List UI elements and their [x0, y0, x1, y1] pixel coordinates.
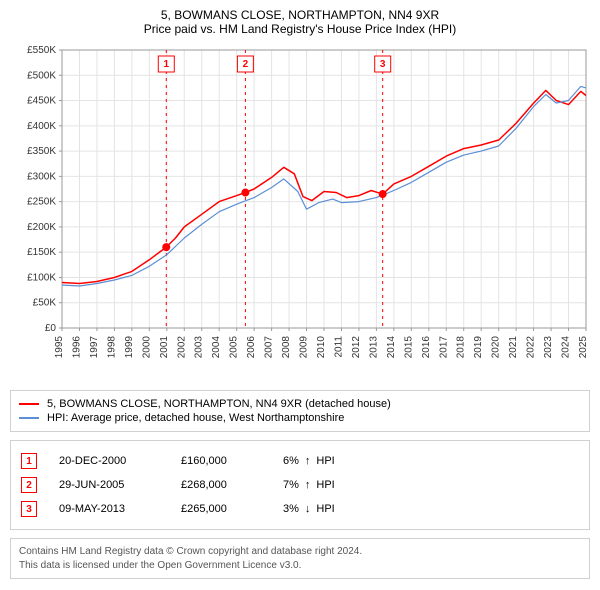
transaction-row: 2 29-JUN-2005 £268,000 7% ↑ HPI [21, 473, 579, 497]
chart-svg: £0 £50K £100K £150K £200K £250K £300K £350K £400… [10, 42, 590, 382]
event-dot [162, 243, 170, 251]
svg-text:2005: 2005 [229, 336, 240, 359]
transaction-marker: 3 [21, 501, 37, 517]
svg-text:2000: 2000 [141, 336, 152, 359]
svg-text:2019: 2019 [473, 336, 484, 359]
svg-text:2024: 2024 [561, 336, 572, 359]
legend: 5, BOWMANS CLOSE, NORTHAMPTON, NN4 9XR (… [10, 390, 590, 432]
transaction-delta-suffix: HPI [316, 479, 334, 491]
transaction-delta: 3% ↓ HPI [283, 503, 335, 515]
svg-text:2012: 2012 [351, 336, 362, 359]
svg-text:2013: 2013 [368, 336, 379, 359]
transactions-table: 1 20-DEC-2000 £160,000 6% ↑ HPI 2 29-JUN-2005 £2… [10, 440, 590, 530]
svg-text:2025: 2025 [578, 336, 589, 359]
svg-text:£300K: £300K [27, 171, 56, 182]
svg-text:1997: 1997 [89, 336, 100, 359]
legend-row: 5, BOWMANS CLOSE, NORTHAMPTON, NN4 9XR (… [19, 397, 581, 411]
footer-line: This data is licensed under the Open Gov… [19, 559, 581, 573]
svg-text:£50K: £50K [33, 298, 57, 309]
svg-text:£250K: £250K [27, 197, 56, 208]
svg-text:2008: 2008 [281, 336, 292, 359]
svg-text:£500K: £500K [27, 70, 56, 81]
footer-attribution: Contains HM Land Registry data © Crown c… [10, 538, 590, 579]
svg-text:2016: 2016 [421, 336, 432, 359]
transaction-marker: 1 [21, 453, 37, 469]
transaction-row: 3 09-MAY-2013 £265,000 3% ↓ HPI [21, 497, 579, 521]
event-marker-label: 3 [380, 59, 386, 70]
svg-text:£100K: £100K [27, 272, 56, 283]
svg-text:£400K: £400K [27, 121, 56, 132]
event-dot [379, 190, 387, 198]
transaction-delta: 6% ↑ HPI [283, 455, 335, 467]
transaction-delta-suffix: HPI [316, 503, 334, 515]
svg-text:2015: 2015 [403, 336, 414, 359]
chart-container: 5, BOWMANS CLOSE, NORTHAMPTON, NN4 9XR P… [0, 0, 600, 589]
transaction-date: 20-DEC-2000 [59, 455, 159, 467]
chart-plot: £0 £50K £100K £150K £200K £250K £300K £350K £400… [10, 42, 590, 382]
svg-text:2020: 2020 [491, 336, 502, 359]
legend-label: HPI: Average price, detached house, West… [47, 412, 344, 424]
svg-text:1998: 1998 [106, 336, 117, 359]
transaction-date: 09-MAY-2013 [59, 503, 159, 515]
svg-text:2023: 2023 [543, 336, 554, 359]
legend-swatch [19, 403, 39, 405]
arrow-down-icon: ↓ [305, 503, 311, 515]
svg-text:2002: 2002 [176, 336, 187, 359]
transaction-delta: 7% ↑ HPI [283, 479, 335, 491]
svg-text:2021: 2021 [508, 336, 519, 359]
svg-text:£350K: £350K [27, 146, 56, 157]
chart-title: 5, BOWMANS CLOSE, NORTHAMPTON, NN4 9XR [10, 8, 590, 22]
svg-text:1995: 1995 [54, 336, 65, 359]
svg-text:2017: 2017 [438, 336, 449, 359]
transaction-price: £160,000 [181, 455, 261, 467]
transaction-delta-pct: 7% [283, 479, 299, 491]
event-marker-label: 2 [243, 59, 249, 70]
arrow-up-icon: ↑ [305, 455, 311, 467]
transaction-delta-suffix: HPI [316, 455, 334, 467]
legend-row: HPI: Average price, detached house, West… [19, 411, 581, 425]
transaction-price: £268,000 [181, 479, 261, 491]
svg-text:2003: 2003 [194, 336, 205, 359]
svg-text:2004: 2004 [211, 336, 222, 359]
svg-text:2011: 2011 [333, 336, 344, 358]
svg-text:2022: 2022 [526, 336, 537, 359]
svg-text:2014: 2014 [386, 336, 397, 359]
svg-text:2001: 2001 [159, 336, 170, 359]
svg-text:1996: 1996 [71, 336, 82, 359]
transaction-marker: 2 [21, 477, 37, 493]
arrow-up-icon: ↑ [305, 479, 311, 491]
chart-subtitle: Price paid vs. HM Land Registry's House … [10, 22, 590, 36]
svg-text:£150K: £150K [27, 247, 56, 258]
legend-label: 5, BOWMANS CLOSE, NORTHAMPTON, NN4 9XR (… [47, 398, 391, 410]
svg-text:£450K: £450K [27, 96, 56, 107]
transaction-row: 1 20-DEC-2000 £160,000 6% ↑ HPI [21, 449, 579, 473]
svg-text:2010: 2010 [316, 336, 327, 359]
svg-text:2018: 2018 [456, 336, 467, 359]
svg-text:2006: 2006 [246, 336, 257, 359]
event-marker-label: 1 [163, 59, 169, 70]
transaction-price: £265,000 [181, 503, 261, 515]
svg-text:£550K: £550K [27, 45, 56, 56]
svg-text:£0: £0 [45, 323, 57, 334]
svg-text:1999: 1999 [124, 336, 135, 359]
svg-text:£200K: £200K [27, 222, 56, 233]
transaction-delta-pct: 6% [283, 455, 299, 467]
event-dot [241, 189, 249, 197]
legend-swatch [19, 417, 39, 419]
transaction-date: 29-JUN-2005 [59, 479, 159, 491]
transaction-delta-pct: 3% [283, 503, 299, 515]
svg-text:2007: 2007 [264, 336, 275, 359]
footer-line: Contains HM Land Registry data © Crown c… [19, 545, 581, 559]
svg-text:2009: 2009 [299, 336, 310, 359]
